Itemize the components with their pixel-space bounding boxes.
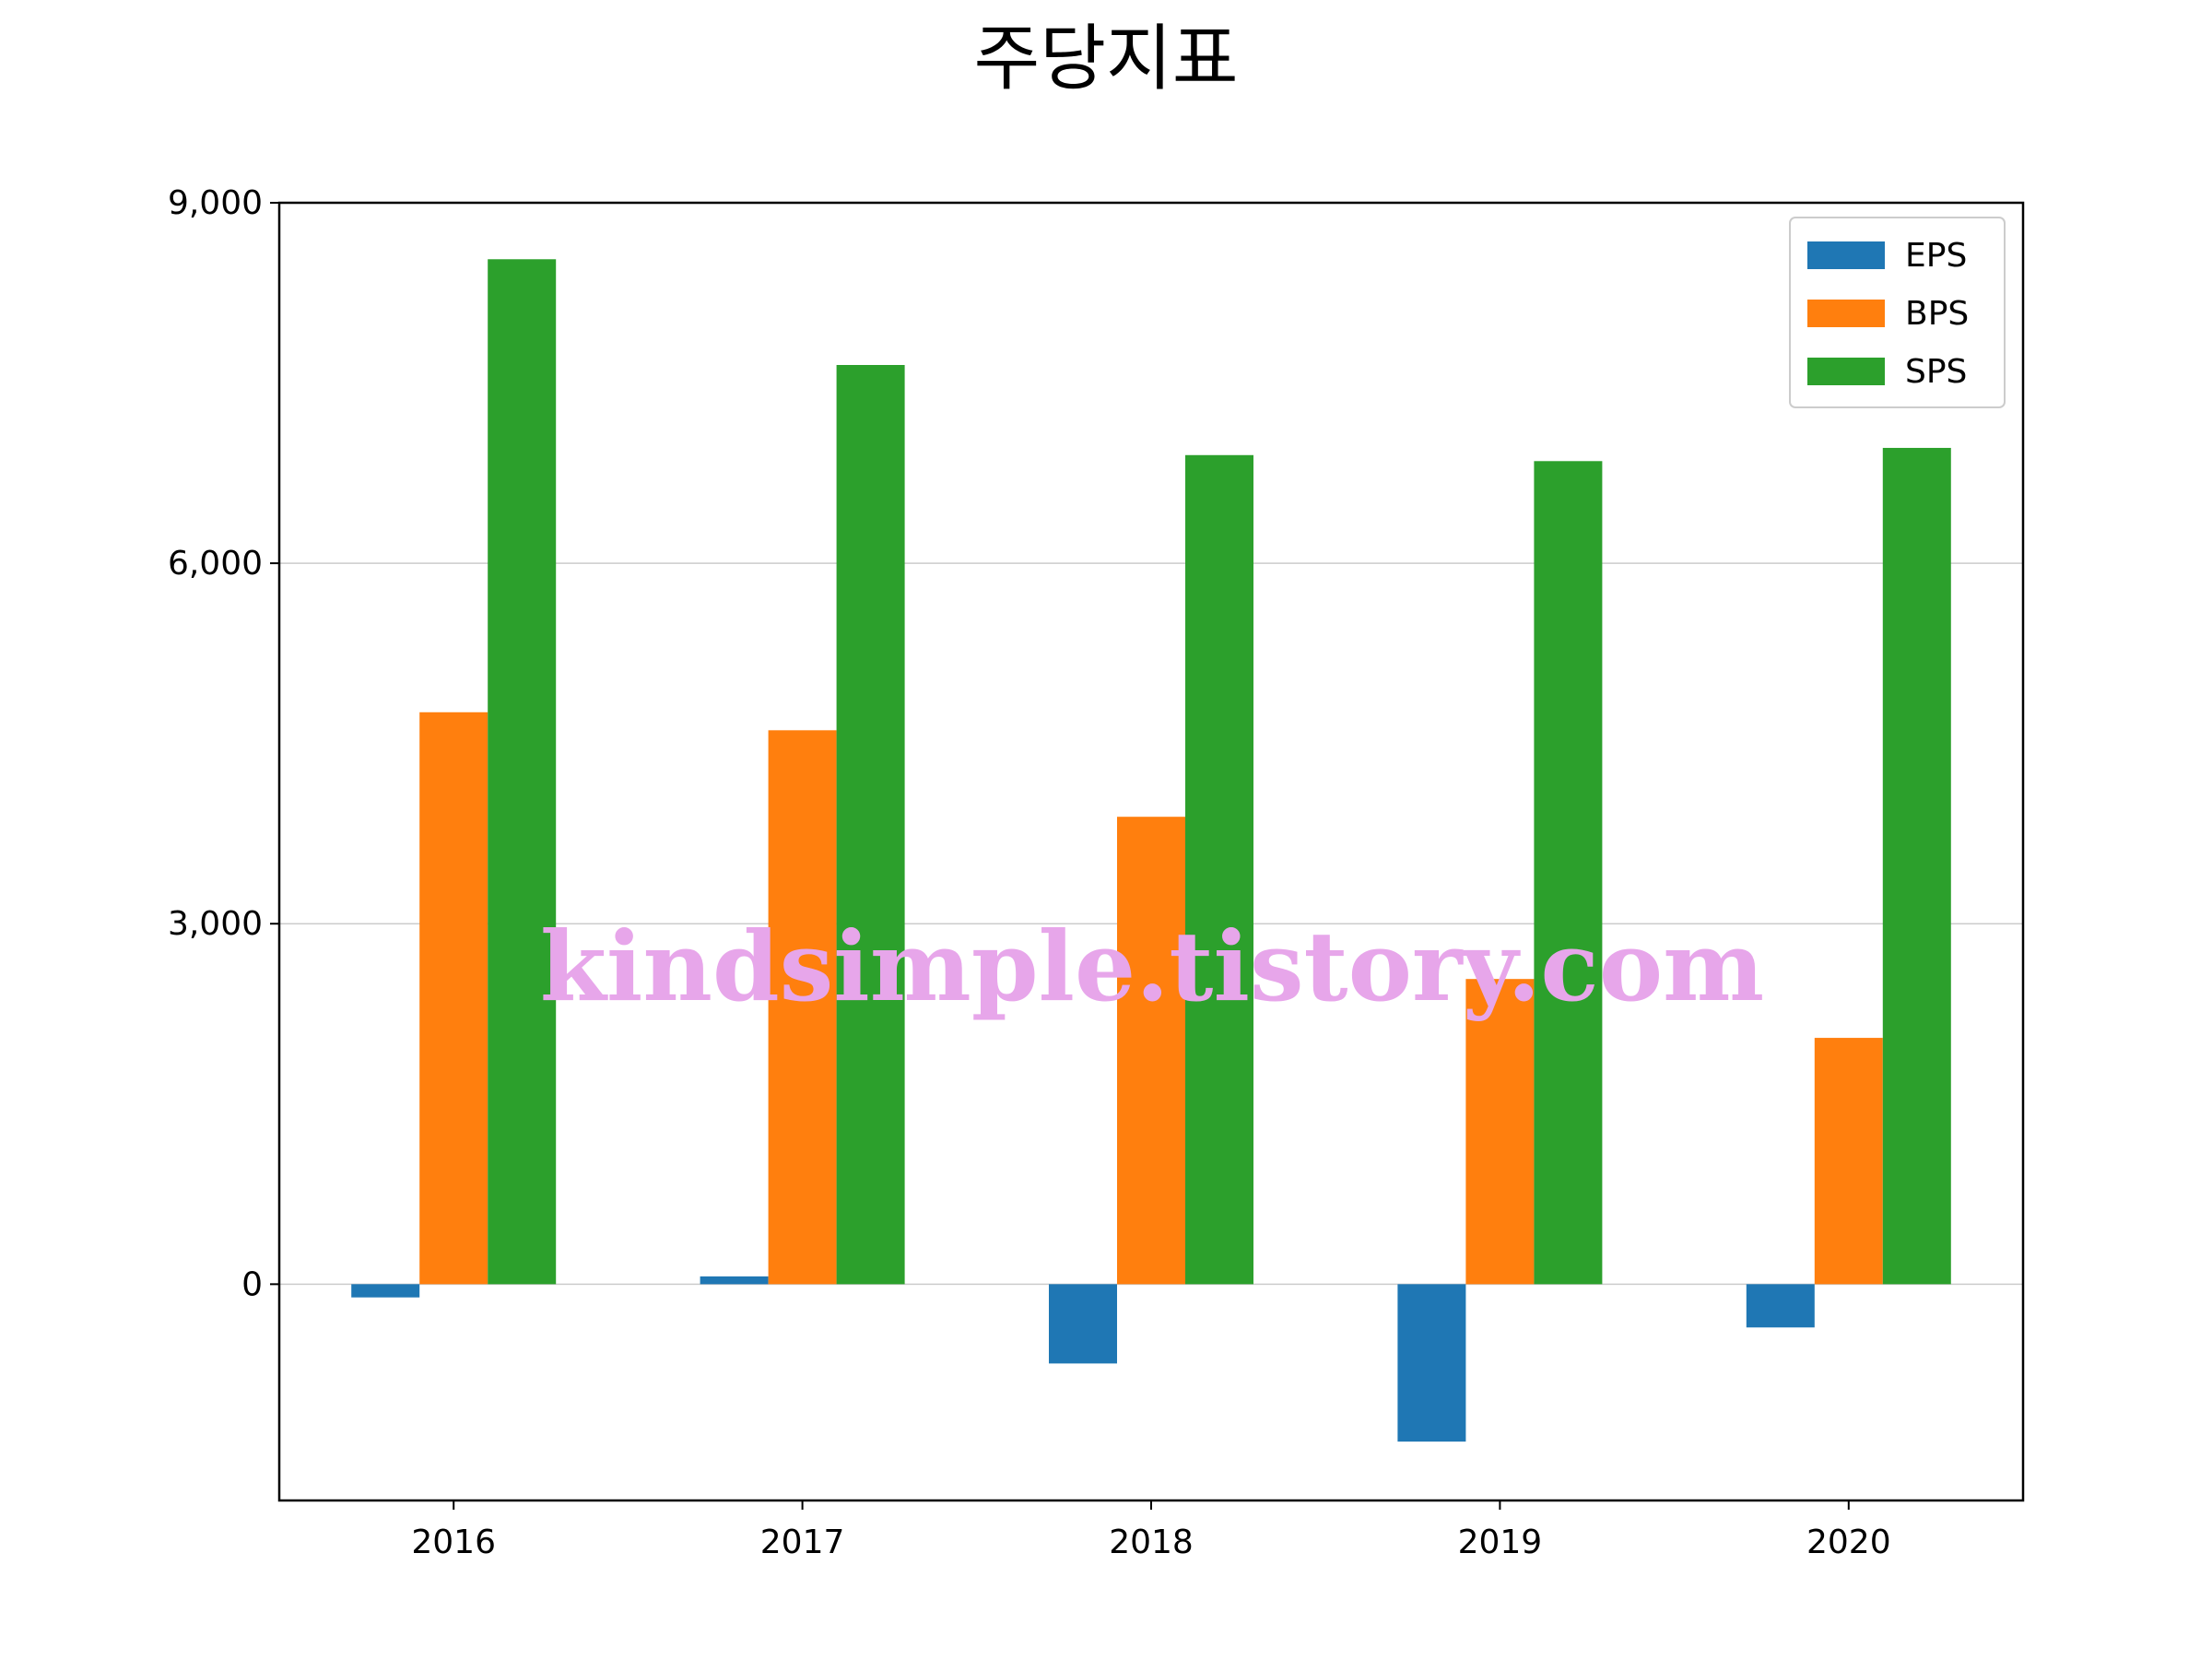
y-axis-ticks: 0 3,000 6,000 9,000 [168, 184, 279, 1303]
y-tick-label: 6,000 [168, 545, 263, 582]
x-tick-label: 2017 [760, 1524, 845, 1561]
bar-bps-2017 [768, 730, 837, 1285]
x-tick-label: 2016 [411, 1524, 496, 1561]
bar-sps-2017 [836, 365, 905, 1285]
legend-label-eps: EPS [1905, 237, 1967, 275]
y-tick-label: 0 [241, 1265, 263, 1303]
y-tick-label: 9,000 [168, 184, 263, 222]
bar-sps-2016 [488, 259, 557, 1285]
legend-label-sps: SPS [1905, 353, 1967, 391]
x-tick-label: 2018 [1109, 1524, 1194, 1561]
bar-bps-2016 [419, 712, 488, 1285]
plot-frame [277, 201, 2025, 1502]
bar-sps-2018 [1185, 454, 1253, 1285]
bars [351, 259, 1951, 1442]
bar-bps-2019 [1465, 979, 1535, 1285]
x-tick-label: 2020 [1806, 1524, 1891, 1561]
bar-eps-2019 [1397, 1284, 1466, 1442]
x-tick-label: 2019 [1458, 1524, 1543, 1561]
legend-swatch-bps [1807, 300, 1885, 327]
bar-eps-2020 [1746, 1284, 1815, 1328]
legend: EPS BPS SPS [1789, 217, 2006, 408]
watermark-text: kindsimple.tistory.com [540, 910, 1764, 1023]
legend-label-bps: BPS [1905, 295, 1969, 333]
bar-eps-2016 [351, 1284, 420, 1298]
bar-bps-2020 [1814, 1038, 1883, 1285]
legend-swatch-eps [1807, 241, 1885, 269]
chart-title: 주당지표 [973, 18, 1238, 100]
legend-swatch-sps [1807, 358, 1885, 385]
bar-bps-2018 [1117, 817, 1185, 1285]
bar-sps-2019 [1534, 461, 1603, 1285]
bar-sps-2020 [1882, 447, 1951, 1285]
y-tick-label: 3,000 [168, 905, 263, 943]
bar-eps-2017 [700, 1276, 769, 1285]
x-axis-ticks: 2016 2017 2018 2019 2020 [411, 1500, 1891, 1561]
bar-eps-2018 [1049, 1284, 1117, 1364]
